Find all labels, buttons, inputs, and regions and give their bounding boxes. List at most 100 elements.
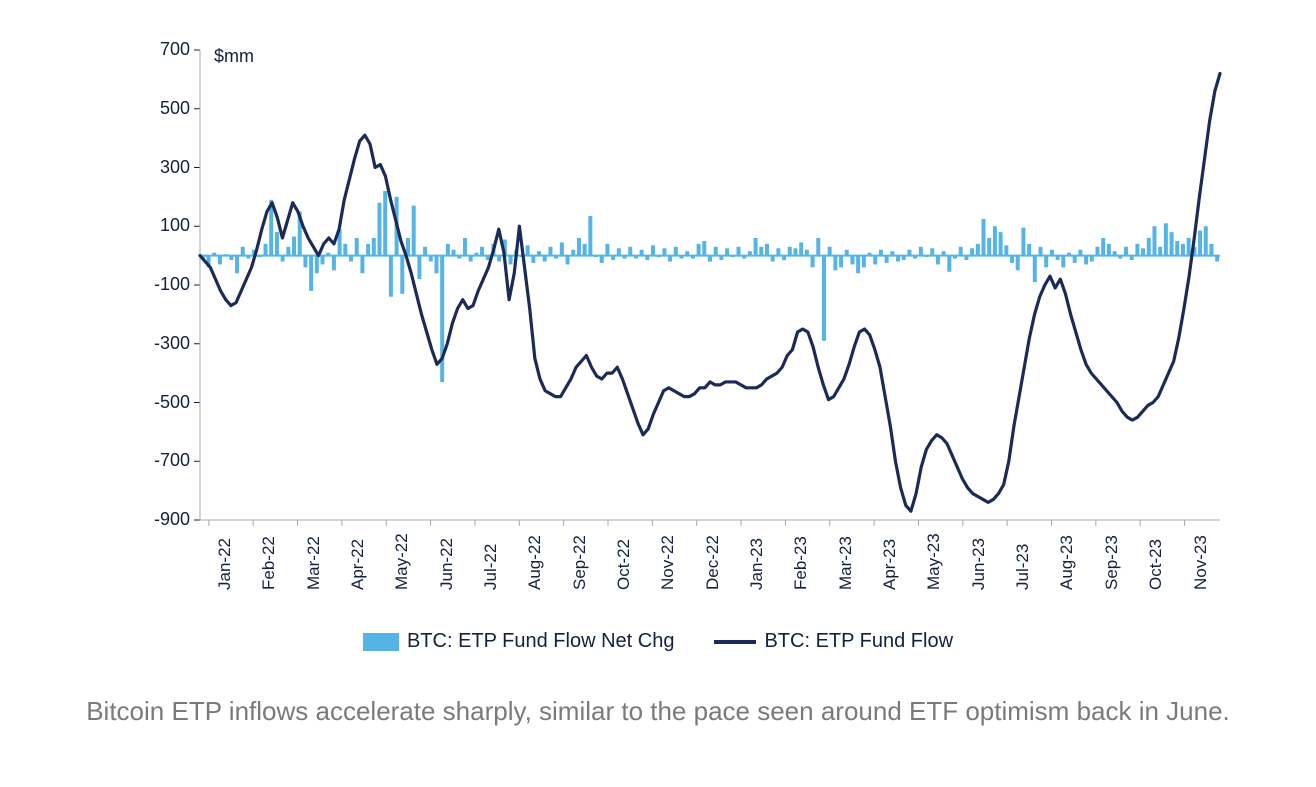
bar bbox=[930, 248, 934, 255]
bar bbox=[1101, 238, 1105, 256]
bar bbox=[822, 256, 826, 341]
x-tick-label: Mar-22 bbox=[304, 536, 324, 590]
bar bbox=[1095, 247, 1099, 256]
y-tick-label: -500 bbox=[130, 392, 190, 413]
bar bbox=[548, 247, 552, 256]
bar bbox=[919, 247, 923, 256]
bar bbox=[1198, 231, 1202, 256]
bar bbox=[383, 191, 387, 256]
bar bbox=[360, 256, 364, 274]
chart-svg bbox=[0, 0, 1316, 600]
x-tick-label: Mar-23 bbox=[836, 536, 856, 590]
x-tick-label: Jan-23 bbox=[747, 538, 767, 590]
x-tick-label: Dec-22 bbox=[703, 535, 723, 590]
bar bbox=[366, 244, 370, 256]
bar bbox=[275, 232, 279, 256]
bar bbox=[970, 248, 974, 255]
bar bbox=[1204, 226, 1208, 255]
x-tick-label: Sep-22 bbox=[570, 535, 590, 590]
x-tick-label: Oct-22 bbox=[614, 539, 634, 590]
bar bbox=[628, 247, 632, 256]
bar bbox=[440, 256, 444, 382]
bar bbox=[400, 256, 404, 294]
bar bbox=[241, 247, 245, 256]
legend-label: BTC: ETP Fund Flow Net Chg bbox=[407, 630, 675, 653]
bar bbox=[446, 244, 450, 256]
x-tick-label: Jul-22 bbox=[481, 544, 501, 590]
bar bbox=[526, 245, 530, 255]
x-tick-label: Feb-23 bbox=[791, 536, 811, 590]
bar bbox=[799, 242, 803, 255]
bar bbox=[286, 247, 290, 256]
bar bbox=[765, 244, 769, 256]
bar bbox=[793, 248, 797, 255]
bar bbox=[1141, 248, 1145, 255]
bar bbox=[1152, 226, 1156, 255]
bar bbox=[531, 256, 535, 263]
bar bbox=[600, 256, 604, 263]
x-tick-label: Aug-22 bbox=[525, 535, 545, 590]
bar bbox=[1061, 256, 1065, 268]
bar bbox=[1164, 223, 1168, 255]
y-tick-label: 100 bbox=[130, 215, 190, 236]
bar bbox=[412, 206, 416, 256]
bar bbox=[856, 256, 860, 274]
y-tick-label: -300 bbox=[130, 333, 190, 354]
bar bbox=[811, 256, 815, 268]
bar bbox=[343, 244, 347, 256]
unit-label: $mm bbox=[214, 46, 254, 67]
bar bbox=[560, 242, 564, 255]
bar bbox=[1039, 247, 1043, 256]
bar bbox=[588, 216, 592, 256]
bar bbox=[714, 247, 718, 256]
bar bbox=[605, 244, 609, 256]
bar bbox=[936, 256, 940, 265]
bar bbox=[999, 232, 1003, 256]
bar bbox=[264, 244, 268, 256]
bar bbox=[463, 238, 467, 256]
legend-label: BTC: ETP Fund Flow bbox=[764, 630, 953, 653]
bar bbox=[378, 203, 382, 256]
bar bbox=[355, 238, 359, 256]
x-tick-label: Jun-22 bbox=[437, 538, 457, 590]
bar bbox=[577, 238, 581, 256]
bar bbox=[617, 248, 621, 255]
bar bbox=[332, 256, 336, 271]
y-tick-label: 500 bbox=[130, 98, 190, 119]
bar bbox=[1107, 244, 1111, 256]
bar bbox=[218, 256, 222, 265]
bar bbox=[873, 256, 877, 265]
bar bbox=[480, 247, 484, 256]
bar bbox=[816, 238, 820, 256]
bar bbox=[833, 256, 837, 271]
bar bbox=[674, 247, 678, 256]
bar bbox=[315, 256, 319, 274]
bar bbox=[321, 256, 325, 265]
x-tick-label: Sep-23 bbox=[1102, 535, 1122, 590]
bar bbox=[235, 256, 239, 274]
x-tick-label: Jan-22 bbox=[215, 538, 235, 590]
bar bbox=[372, 238, 376, 256]
legend-swatch-bar bbox=[363, 633, 399, 651]
bar bbox=[725, 248, 729, 255]
bar bbox=[1004, 245, 1008, 255]
bar bbox=[1027, 244, 1031, 256]
y-tick-label: 300 bbox=[130, 157, 190, 178]
bar bbox=[1010, 256, 1014, 263]
x-tick-label: Jul-23 bbox=[1013, 544, 1033, 590]
bar bbox=[389, 256, 393, 297]
bar bbox=[947, 256, 951, 272]
x-tick-label: Oct-23 bbox=[1146, 539, 1166, 590]
bar bbox=[303, 256, 307, 268]
x-tick-label: May-22 bbox=[392, 533, 412, 590]
bar bbox=[885, 256, 889, 263]
x-tick-label: Nov-22 bbox=[658, 535, 678, 590]
chart-legend: BTC: ETP Fund Flow Net Chg BTC: ETP Fund … bbox=[0, 630, 1316, 653]
bar bbox=[417, 256, 421, 280]
bar bbox=[862, 256, 866, 268]
bar bbox=[828, 247, 832, 256]
bar bbox=[1021, 228, 1025, 256]
legend-item: BTC: ETP Fund Flow Net Chg bbox=[363, 630, 675, 653]
bar bbox=[1135, 244, 1139, 256]
bar bbox=[788, 247, 792, 256]
